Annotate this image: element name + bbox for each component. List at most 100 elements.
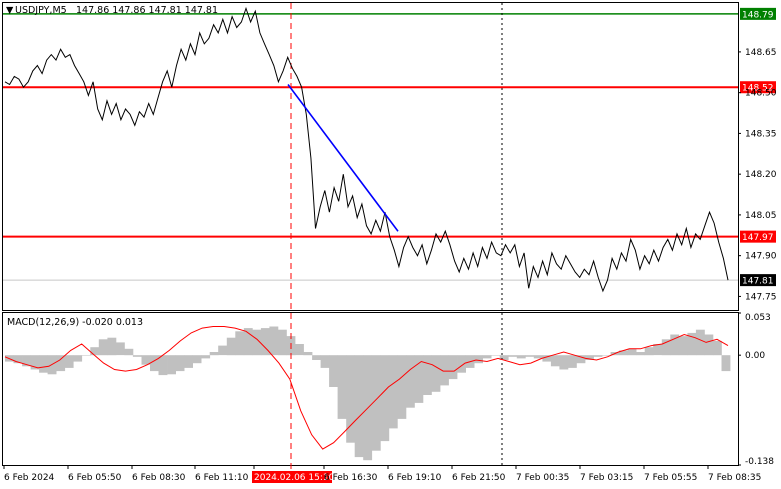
macd-tick-label: 0.00 [745, 351, 765, 361]
macd-hist-bar [124, 348, 134, 356]
level-price-label: 148.79 [742, 10, 774, 20]
macd-hist-bar [644, 347, 654, 356]
price-axis: 148.65 148.50 148.35 148.20 148.05 147.90 147.… [738, 48, 777, 302]
macd-hist-bar [56, 355, 66, 372]
time-tick-label: 6 Feb 2024 [4, 473, 55, 483]
level-price-label: 147.97 [742, 233, 774, 243]
time-highlight-tag [252, 471, 332, 483]
macd-hist-bar [320, 355, 330, 368]
macd-hist-bar [508, 355, 518, 357]
macd-hist-bar [721, 355, 731, 372]
macd-hist-bar [90, 347, 100, 356]
macd-tick-label: -0.138 [745, 457, 774, 467]
macd-hist-bar [337, 355, 347, 419]
macd-hist-bar [354, 355, 364, 458]
macd-hist-bar [576, 355, 586, 364]
price-series [4, 6, 729, 293]
time-tick-label: 6 Feb 08:30 [132, 473, 186, 483]
macd-tick-label: 0.053 [745, 313, 771, 323]
macd-hist-bar [13, 355, 23, 364]
macd-hist-bar [209, 352, 219, 356]
macd-hist-bar [636, 352, 646, 356]
vertical-markers [290, 3, 503, 477]
symbol-label: USDJPY,M5 [15, 5, 67, 16]
trend-line [287, 84, 399, 232]
time-tick-label: 7 Feb 00:35 [516, 473, 569, 483]
macd-hist-bar [550, 355, 560, 367]
time-tick-label: 6 Feb 11:10 [195, 473, 249, 483]
macd-hist-bar [499, 355, 509, 360]
macd-hist-bar [380, 355, 390, 442]
macd-hist-bar [712, 340, 722, 356]
macd-hist-bar [329, 355, 338, 387]
macd-hist-bar [218, 345, 228, 356]
macd-hist-bar [559, 355, 569, 370]
price-tick-label: 148.35 [745, 129, 777, 139]
macd-hist-bar [704, 334, 714, 356]
macd-hist-bar [167, 355, 176, 375]
time-tick-label: 6 Feb 05:50 [68, 473, 122, 483]
price-pane-frame [2, 2, 739, 311]
macd-hist-bar [150, 355, 159, 372]
macd-hist-bar [226, 337, 236, 356]
level-price-tag [740, 7, 776, 20]
macd-signal-group [4, 326, 729, 450]
macd-hist-bar [405, 355, 415, 408]
macd-hist-bar [235, 331, 245, 356]
macd-signal-line [4, 326, 729, 450]
macd-hist-bar [175, 355, 185, 372]
macd-hist-bar [585, 355, 594, 360]
macd-hist-bar [312, 355, 321, 360]
price-tick-label: 148.20 [745, 170, 777, 180]
macd-axis: 0.053 0.00 -0.138 [738, 312, 774, 467]
macd-hist-bar [98, 339, 108, 356]
macd-hist-bar [73, 355, 83, 362]
macd-hist-bar [397, 355, 407, 419]
price-levels: 148.79 148.52 147.97 147.81 [3, 7, 776, 287]
price-tick-label: 148.50 [745, 89, 777, 99]
macd-label: MACD(12,26,9) -0.020 0.013 [7, 317, 143, 328]
current-price-tag [740, 274, 776, 287]
macd-hist-bar [422, 355, 432, 395]
macd-hist-bar [64, 355, 74, 368]
time-tick-label: 6 Feb 21:50 [452, 473, 506, 483]
macd-hist-bar [252, 329, 262, 356]
macd-hist-bar [243, 328, 253, 356]
price-tick-label: 148.65 [745, 48, 777, 58]
macd-hist-bar [346, 355, 356, 443]
macd-hist-bar [192, 355, 202, 364]
price-tick-label: 148.05 [745, 211, 777, 221]
macd-hist-bar [115, 342, 125, 356]
macd-hist-bar [201, 355, 211, 359]
macd-hist-bar [141, 355, 151, 365]
macd-hist-bar [482, 355, 492, 359]
macd-hist-bar [491, 355, 501, 356]
macd-hist-bar [107, 337, 117, 356]
macd-hist-bar [158, 355, 168, 376]
macd-hist-bar [687, 332, 697, 356]
macd-hist-bar [457, 355, 466, 373]
macd-hist-bar [695, 329, 705, 356]
macd-hist-bar [602, 355, 611, 356]
level-price-label: 148.52 [742, 84, 774, 94]
time-tick-label: 7 Feb 05:55 [644, 473, 697, 483]
price-line [4, 6, 729, 293]
macd-hist-bar [371, 355, 381, 451]
macd-hist-bar [593, 355, 603, 357]
macd-hist-bar [516, 355, 526, 359]
macd-hist-bar [525, 355, 535, 357]
macd-hist-bar [670, 334, 680, 356]
macd-hist-bar [277, 329, 287, 356]
dropdown-triangle-icon[interactable]: ▼ [6, 5, 14, 16]
macd-hist-bar [260, 328, 270, 356]
macd-hist-bar [653, 344, 663, 356]
macd-hist-bar [295, 344, 304, 356]
macd-hist-bar [448, 355, 458, 380]
macd-hist-bar [388, 355, 398, 429]
macd-hist-bar [474, 355, 483, 364]
macd-hist-bar [567, 355, 577, 368]
macd-hist-bar [132, 355, 142, 357]
macd-hist-bar [22, 355, 31, 367]
time-axis: 6 Feb 2024 6 Feb 05:50 6 Feb 08:30 6 Feb 11… [3, 465, 761, 483]
